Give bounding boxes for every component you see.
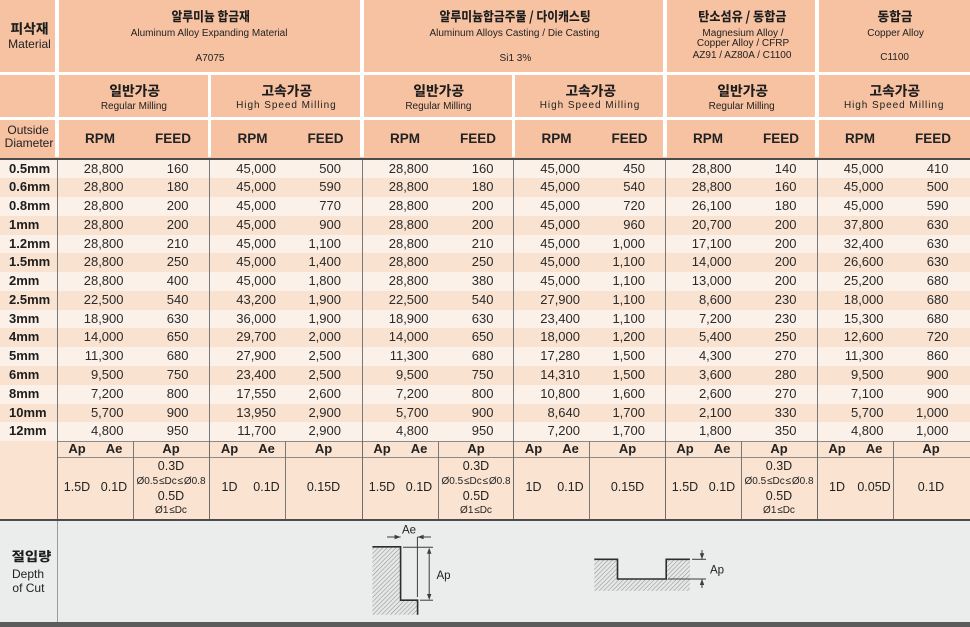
svg-text:Ap: Ap bbox=[710, 565, 724, 577]
svg-text:Ap: Ap bbox=[437, 570, 451, 582]
svg-text:Ae: Ae bbox=[402, 525, 416, 537]
